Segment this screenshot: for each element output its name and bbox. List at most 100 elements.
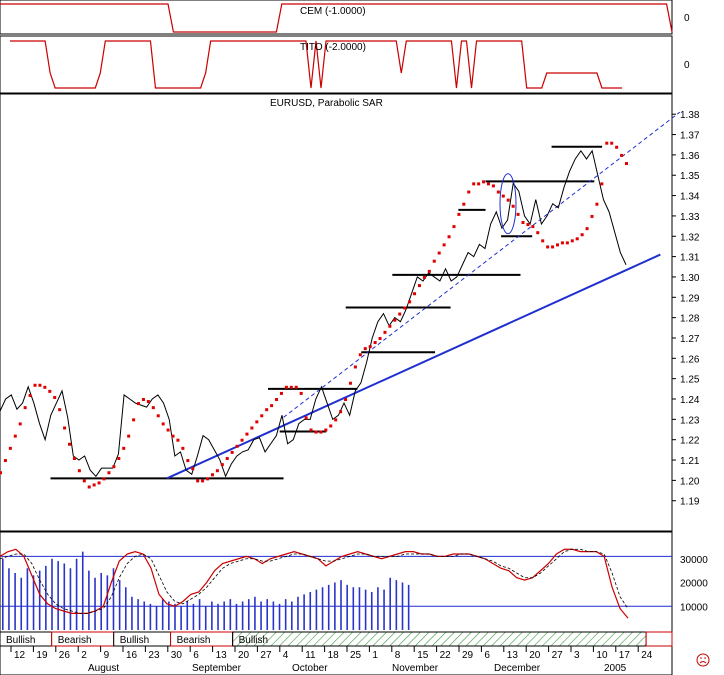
stochastic-tick-label: 10000 — [680, 602, 708, 613]
volume-bar — [198, 599, 201, 630]
sar-dot — [590, 214, 594, 218]
sar-dot — [625, 162, 628, 166]
volume-bar — [377, 587, 379, 630]
sar-dot — [417, 284, 421, 288]
sar-dot — [462, 202, 466, 206]
sar-dot — [275, 398, 279, 402]
date-axis: 12 19 26 2 9 16 23 30 6 13 20 27 4 11 18 25 1 8 15 22 29 6 13 2… — [10, 646, 653, 674]
stochastic-d-line — [0, 548, 629, 614]
sar-dot — [560, 241, 564, 245]
sar-dot — [403, 306, 407, 310]
volume-bar — [383, 589, 385, 630]
volume-bar — [241, 601, 244, 630]
date-day-label: 8 — [395, 650, 401, 661]
date-month-label: October — [292, 663, 328, 674]
date-day-label: 9 — [104, 650, 110, 661]
cem-axis-value: 0 — [684, 13, 690, 24]
sar-dot — [610, 141, 614, 145]
price-tick-label: 1.20 — [680, 476, 700, 487]
stochastic-tick-label: 20000 — [680, 579, 708, 590]
sar-dot — [304, 416, 308, 420]
date-day-label: 13 — [507, 650, 519, 661]
sar-dot — [482, 180, 486, 184]
volume-bar — [143, 601, 146, 630]
date-day-label: 25 — [350, 650, 362, 661]
price-tick-label: 1.36 — [680, 151, 700, 162]
date-month-label: 2005 — [604, 663, 627, 674]
sar-dot — [442, 243, 446, 247]
sar-dot — [595, 202, 599, 206]
date-day-label: 23 — [148, 650, 160, 661]
date-day-label: 30 — [171, 650, 183, 661]
sar-dot — [122, 446, 126, 450]
signal-bar-label: Bullish — [6, 635, 35, 646]
sar-dot — [452, 225, 456, 229]
sar-dot — [472, 182, 476, 186]
sar-dot — [107, 471, 111, 475]
sar-dot — [68, 442, 72, 446]
price-tick-label: 1.38 — [680, 110, 700, 121]
volume-bar — [303, 594, 305, 630]
sar-dot — [467, 190, 471, 194]
date-month-label: December — [494, 663, 541, 674]
sar-dot — [486, 182, 490, 186]
frown-icon — [696, 653, 710, 667]
sar-dot — [408, 300, 412, 304]
sar-dot — [393, 318, 397, 322]
sar-dot — [289, 385, 293, 389]
volume-bar — [174, 603, 176, 630]
sar-dot — [117, 457, 121, 461]
volume-bar — [260, 601, 262, 630]
date-day-label: 10 — [596, 650, 608, 661]
sar-dot — [77, 469, 81, 473]
date-month-label: September — [192, 663, 242, 674]
highlight-ellipse-shape — [499, 173, 517, 235]
sar-dot — [92, 483, 96, 487]
sar-dot — [13, 434, 17, 438]
sar-dot — [437, 251, 441, 255]
sar-dot — [82, 479, 86, 483]
sar-dot — [358, 353, 362, 357]
price-panel — [0, 93, 673, 532]
signal-bar — [232, 631, 647, 647]
volume-bar — [204, 606, 207, 630]
price-tick-label: 1.37 — [680, 131, 700, 142]
date-month-label: August — [88, 663, 119, 674]
sar-dot — [299, 391, 303, 395]
sar-dot — [48, 389, 52, 393]
date-day-label: 15 — [417, 650, 429, 661]
sar-dot — [353, 365, 357, 369]
date-day-label: 6 — [193, 650, 199, 661]
price-tick-label: 1.35 — [680, 171, 700, 182]
date-day-label: 13 — [216, 650, 228, 661]
sar-dot — [516, 212, 520, 216]
sar-dot — [555, 243, 559, 247]
sar-dot — [245, 432, 249, 436]
volume-bar — [389, 577, 392, 630]
sar-dot — [600, 182, 604, 186]
cem-panel — [0, 0, 673, 35]
sar-dot — [620, 153, 624, 157]
sar-dot — [132, 418, 136, 422]
signal-bar-label: Bullish — [239, 635, 268, 646]
sar-dot — [526, 223, 530, 227]
sar-dot — [314, 430, 318, 434]
sar-dot — [373, 341, 377, 345]
volume-bar — [26, 568, 29, 630]
sar-dot — [615, 145, 619, 149]
price-tick-label: 1.22 — [680, 436, 700, 447]
sar-dot — [506, 198, 510, 202]
sar-dot — [166, 428, 170, 432]
sar-dot — [43, 385, 47, 389]
sar-dot — [97, 481, 101, 485]
date-day-label: 27 — [552, 650, 564, 661]
volume-bar — [327, 584, 330, 630]
price-series — [0, 149, 627, 478]
sar-dot — [156, 414, 160, 418]
date-day-label: 27 — [260, 650, 272, 661]
volume-bar — [358, 587, 361, 630]
sar-dot — [151, 406, 155, 410]
sar-dot — [137, 402, 141, 406]
volume-bar — [395, 580, 398, 630]
